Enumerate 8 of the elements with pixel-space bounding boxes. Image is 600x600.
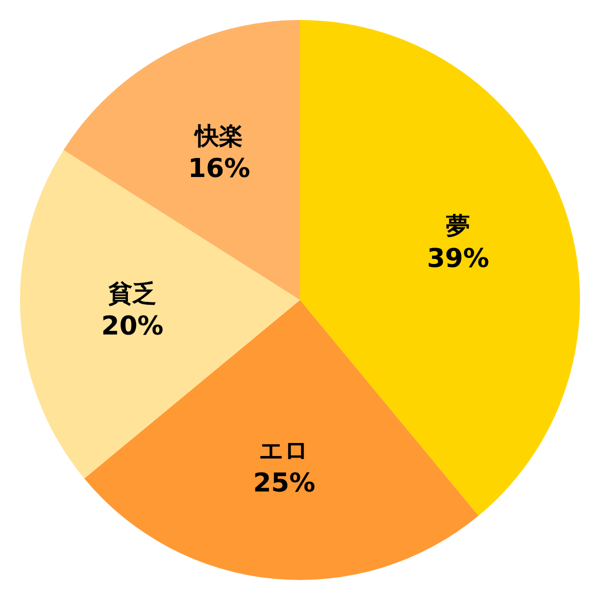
data-label: 20%	[101, 312, 164, 342]
slice-label: エロ	[259, 436, 310, 464]
slice-label: 快楽	[193, 122, 244, 150]
slice-label: 夢	[446, 212, 470, 240]
data-label: 25%	[253, 468, 316, 498]
data-label: 16%	[188, 154, 250, 184]
data-label: 39%	[426, 244, 490, 274]
slice-label: 貧乏	[107, 280, 156, 308]
